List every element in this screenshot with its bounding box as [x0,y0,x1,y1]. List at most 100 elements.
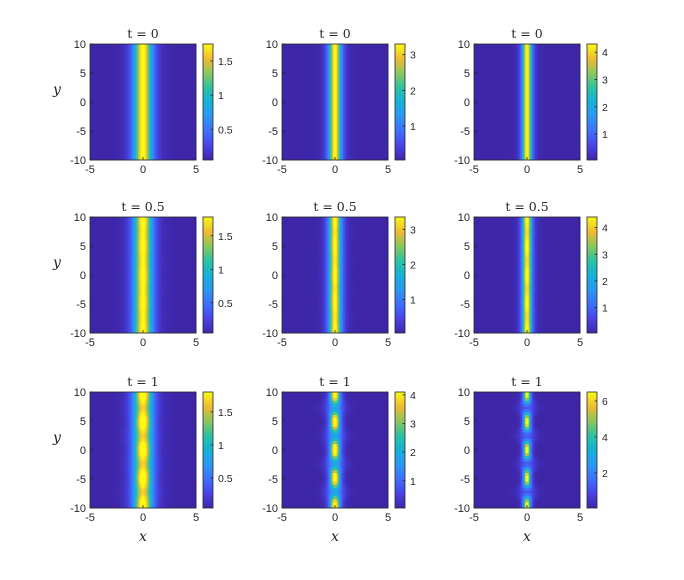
heatmap-cell [182,321,185,325]
heatmap-cell [333,44,336,161]
heatmap-cell [93,280,96,285]
heatmap-cell [131,298,134,302]
heatmap-cell [184,228,187,232]
heatmap-cell [556,44,559,161]
heatmap-cell [91,312,94,316]
heatmap-cell [146,240,149,244]
heatmap-cell [133,260,136,264]
heatmap-cell [164,324,167,328]
heatmap-cell [90,321,93,325]
heatmap-cell [157,219,160,224]
heatmap-cell [182,283,185,287]
heatmap-cell [126,292,129,296]
heatmap-cell [166,327,169,331]
heatmap-cell [354,219,357,224]
heatmap-cell [378,222,381,227]
heatmap-cell [177,260,180,264]
heatmap-cell [186,246,189,250]
heatmap-cell [109,237,112,241]
heatmap-cell [104,243,107,247]
heatmap-cell [124,318,127,322]
heatmap-cell [121,257,124,261]
heatmap-cell [91,225,94,229]
heatmap-cell [141,44,144,161]
heatmap-cell [298,228,301,232]
heatmap-cell [144,306,147,311]
heatmap-cell [149,248,152,253]
heatmap-cell [111,237,114,241]
heatmap-cell [143,289,146,293]
heatmap-cell [159,280,162,285]
heatmap-cell [181,219,184,224]
heatmap-cell [109,246,112,250]
heatmap-cell [114,263,117,267]
heatmap-cell [179,251,182,256]
heatmap-cell [94,222,98,227]
heatmap-cell [194,292,197,296]
heatmap-cell [143,272,146,276]
heatmap-cell [144,289,147,293]
heatmap-cell [113,272,116,276]
heatmap-cell [192,254,195,258]
heatmap-cell [147,234,151,238]
heatmap-cell [144,304,147,308]
heatmap-cell [156,260,159,264]
heatmap-cell [508,44,511,161]
heatmap-cell [169,260,172,264]
heatmap-cell [152,324,155,328]
heatmap-cell [104,292,107,296]
heatmap-cell [181,327,184,331]
heatmap-cell [338,219,341,224]
heatmap-cell [109,275,112,279]
heatmap-cell [182,269,185,273]
heatmap-cell [129,286,132,290]
heatmap-cell [123,263,126,267]
heatmap-cell [123,237,126,241]
heatmap-cell [300,217,303,221]
heatmap-cell [111,254,114,258]
heatmap-cell [321,225,324,229]
heatmap-cell [301,217,304,221]
heatmap-cell [136,309,139,314]
heatmap-cell [106,321,109,325]
heatmap-cell [118,324,121,328]
heatmap-cell [162,321,165,325]
heatmap-cell [111,312,114,316]
heatmap-cell [156,289,159,293]
heatmap-cell [293,217,296,221]
heatmap-cell [154,306,157,311]
heatmap-cell [308,217,311,221]
heatmap-cell [298,225,301,229]
heatmap-cell [114,289,117,293]
heatmap-cell [169,292,172,296]
heatmap-cell [179,228,182,232]
heatmap-cell [126,277,129,282]
heatmap-cell [179,304,182,308]
heatmap-cell [194,298,197,302]
heatmap-cell [177,44,180,161]
heatmap-cell [98,246,101,250]
heatmap-cell [143,309,146,314]
heatmap-cell [134,298,137,302]
heatmap-cell [93,298,96,302]
heatmap-cell [136,327,139,331]
heatmap-cell [189,275,192,279]
heatmap-cell [296,225,299,229]
heatmap-cell [176,266,179,270]
heatmap-cell [303,228,306,232]
heatmap-cell [189,225,192,229]
heatmap-cell [194,280,197,285]
heatmap-cell [381,217,384,221]
heatmap-cell [184,225,187,229]
heatmap-cell [99,292,102,296]
heatmap-cell [172,321,175,325]
heatmap-cell [123,222,126,227]
heatmap-cell [371,222,374,227]
heatmap-cell [383,217,386,221]
heatmap-cell [133,306,136,311]
heatmap-cell [164,257,167,261]
heatmap-cell [104,318,107,322]
heatmap-cell [111,301,114,305]
heatmap-cell [290,217,293,221]
heatmap-cell [187,243,190,247]
